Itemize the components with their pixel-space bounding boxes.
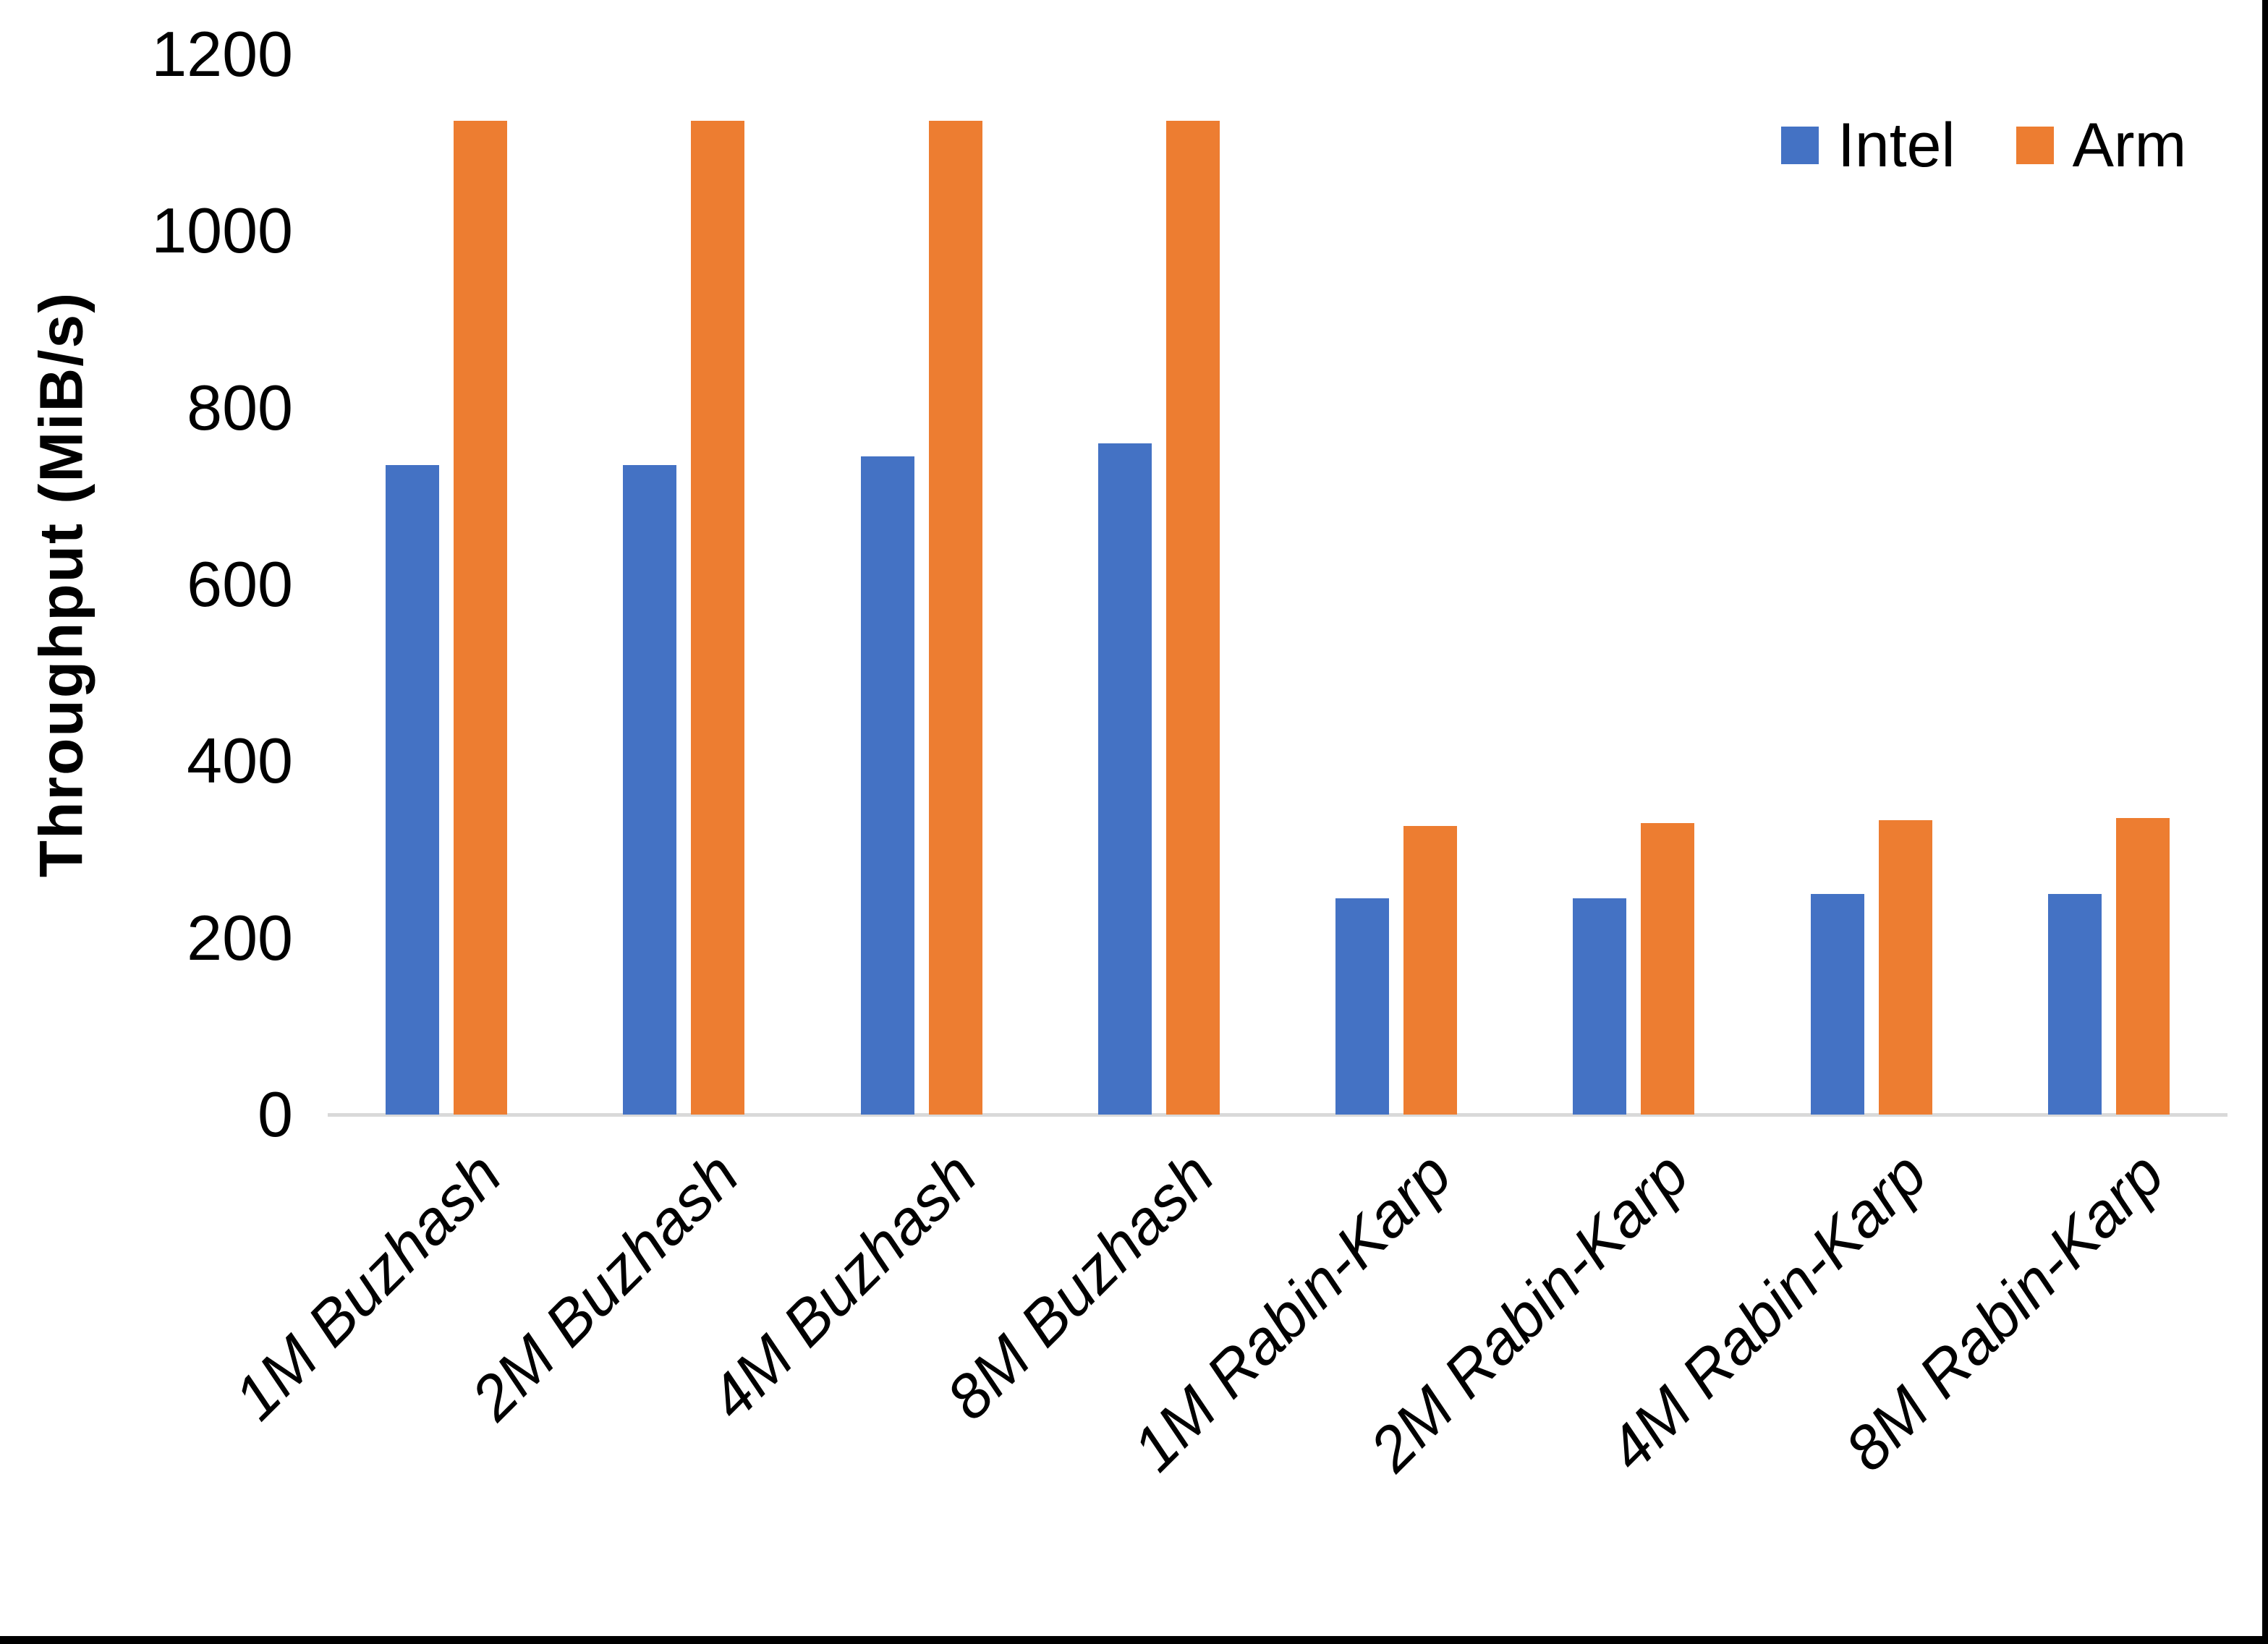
bar-arm-8m-buzhash (1165, 120, 1220, 1115)
legend-swatch-intel (1781, 127, 1819, 164)
x-tick-label-4m-buzhash: 4M Buzhash (696, 1139, 990, 1434)
bar-intel-4m-rabin-karp (1810, 893, 1864, 1115)
legend-swatch-arm (2016, 127, 2054, 164)
y-tick-label-1000: 1000 (151, 195, 293, 267)
bar-intel-1m-buzhash (386, 465, 440, 1115)
bar-arm-2m-buzhash (691, 120, 745, 1115)
bar-arm-2m-rabin-karp (1641, 822, 1695, 1115)
bar-intel-8m-buzhash (1097, 443, 1152, 1115)
x-axis-line (328, 1113, 2227, 1117)
bar-arm-1m-buzhash (454, 120, 508, 1115)
y-tick-label-0: 0 (258, 1078, 293, 1150)
legend-item-arm: Arm (2016, 111, 2187, 180)
legend-item-intel: Intel (1781, 114, 1955, 176)
bar-arm-4m-buzhash (928, 120, 982, 1115)
x-tick-label-8m-rabin-karp: 8M Rabin-Karp (1832, 1139, 2178, 1485)
plot-area (328, 54, 2227, 1117)
y-tick-label-800: 800 (187, 371, 293, 443)
bar-arm-1m-rabin-karp (1403, 825, 1458, 1115)
y-tick-label-1200: 1200 (151, 18, 293, 90)
legend-label-arm: Arm (2072, 111, 2187, 180)
screen-edge-bottom (0, 1636, 2268, 1644)
bar-intel-8m-rabin-karp (2047, 893, 2102, 1115)
y-tick-label-400: 400 (187, 725, 293, 797)
bar-intel-2m-buzhash (623, 465, 677, 1115)
x-tick-label-2m-buzhash: 2M Buzhash (458, 1139, 752, 1434)
legend-label-intel: Intel (1838, 111, 1955, 180)
x-tick-label-1m-rabin-karp: 1M Rabin-Karp (1119, 1139, 1465, 1485)
x-tick-label-1m-buzhash: 1M Buzhash (221, 1139, 515, 1434)
screen-edge-right (2262, 0, 2268, 1644)
bar-intel-1m-rabin-karp (1335, 898, 1390, 1115)
y-tick-label-200: 200 (187, 901, 293, 974)
bar-intel-4m-buzhash (860, 456, 914, 1115)
bar-arm-8m-rabin-karp (2115, 817, 2170, 1115)
legend: Intel Arm (1781, 114, 2186, 176)
x-tick-label-4m-rabin-karp: 4M Rabin-Karp (1594, 1139, 1940, 1485)
x-tick-label-8m-buzhash: 8M Buzhash (933, 1139, 1228, 1434)
bar-arm-4m-rabin-karp (1878, 820, 1932, 1115)
x-tick-label-2m-rabin-karp: 2M Rabin-Karp (1356, 1139, 1702, 1485)
bar-intel-2m-rabin-karp (1573, 898, 1627, 1115)
y-tick-label-600: 600 (187, 548, 293, 620)
